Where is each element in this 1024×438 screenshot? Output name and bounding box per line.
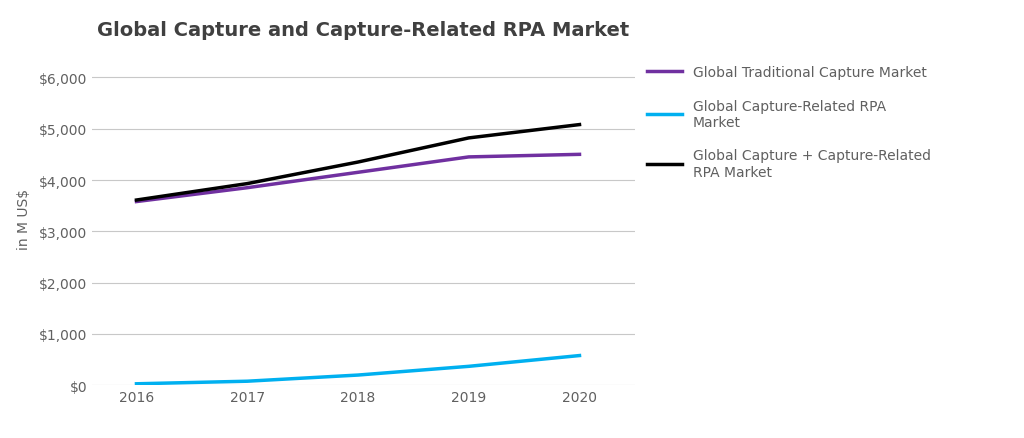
Y-axis label: in M US$: in M US$ <box>16 188 31 250</box>
Title: Global Capture and Capture-Related RPA Market: Global Capture and Capture-Related RPA M… <box>97 21 630 40</box>
Global Traditional Capture Market <box>352 170 365 176</box>
Global Traditional Capture Market <box>130 199 142 205</box>
Global Capture-Related RPA
Market <box>573 353 586 358</box>
Global Capture-Related RPA
Market <box>352 373 365 378</box>
Global Traditional Capture Market <box>241 186 253 191</box>
Global Capture-Related RPA
Market <box>130 381 142 386</box>
Line: Global Capture + Capture-Related
RPA Market: Global Capture + Capture-Related RPA Mar… <box>136 125 580 201</box>
Global Capture + Capture-Related
RPA Market <box>241 181 253 187</box>
Global Capture + Capture-Related
RPA Market <box>130 198 142 203</box>
Line: Global Capture-Related RPA
Market: Global Capture-Related RPA Market <box>136 356 580 384</box>
Line: Global Traditional Capture Market: Global Traditional Capture Market <box>136 155 580 202</box>
Legend: Global Traditional Capture Market, Global Capture-Related RPA
Market, Global Cap: Global Traditional Capture Market, Globa… <box>640 59 938 186</box>
Global Capture + Capture-Related
RPA Market <box>573 123 586 128</box>
Global Capture + Capture-Related
RPA Market <box>352 160 365 165</box>
Global Traditional Capture Market <box>463 155 475 160</box>
Global Traditional Capture Market <box>573 152 586 158</box>
Global Capture-Related RPA
Market <box>241 379 253 384</box>
Global Capture-Related RPA
Market <box>463 364 475 369</box>
Global Capture + Capture-Related
RPA Market <box>463 136 475 141</box>
